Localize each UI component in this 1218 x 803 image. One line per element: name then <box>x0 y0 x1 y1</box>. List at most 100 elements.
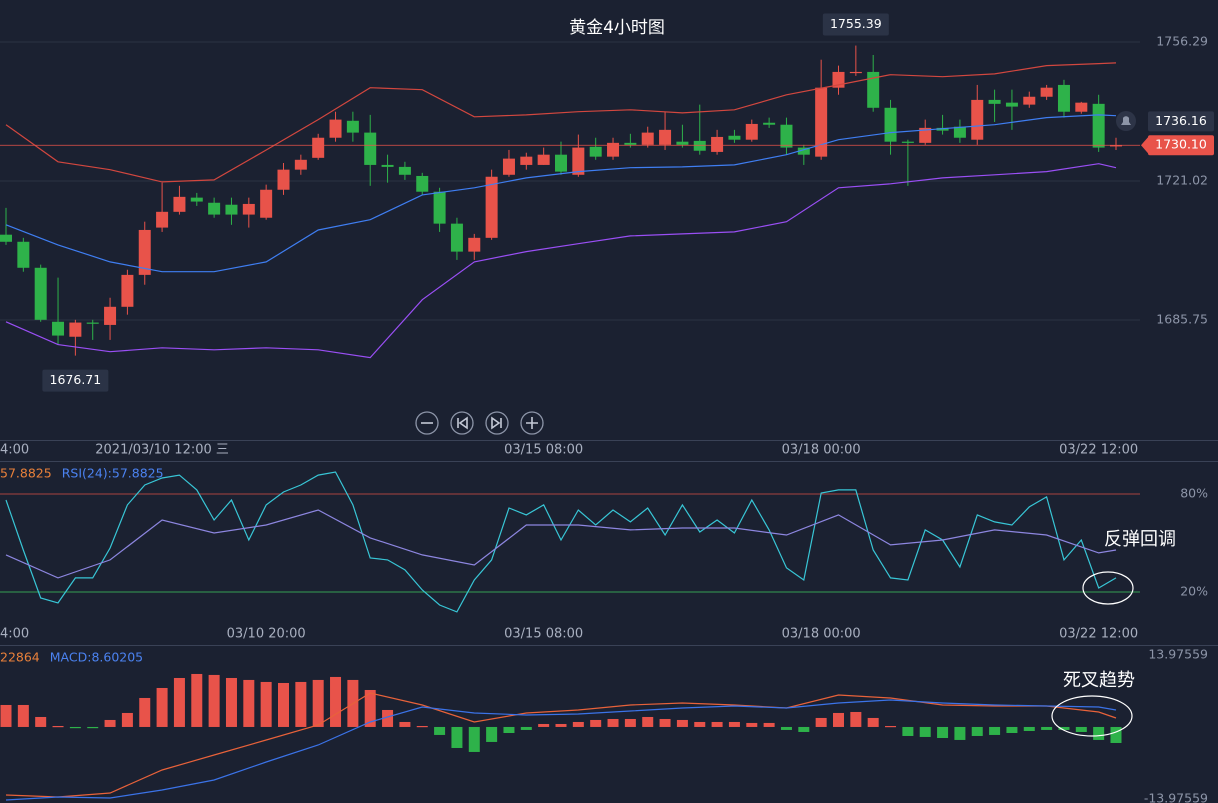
candle-body <box>780 124 793 148</box>
candle-body <box>364 132 377 165</box>
series-line <box>5 692 1117 798</box>
candle-body <box>520 156 533 165</box>
candle-body <box>1023 96 1036 105</box>
candle-body <box>953 126 966 138</box>
candle-body <box>971 99 984 140</box>
candle-body <box>156 211 169 228</box>
candle-body <box>607 142 620 157</box>
histogram-bar <box>121 712 133 727</box>
candle-body <box>1005 102 1018 107</box>
candle-body <box>641 132 654 145</box>
price-tag <box>1148 111 1214 132</box>
histogram-bar <box>173 677 185 727</box>
x-tick-label: 03/18 00:00 <box>782 443 861 458</box>
histogram-bar <box>815 717 827 727</box>
candle-body <box>242 203 255 215</box>
y-tick-label: 1685.75 <box>1156 312 1208 327</box>
candle-body <box>398 166 411 175</box>
series-line <box>5 114 1117 273</box>
y-tick-label: 20% <box>1180 583 1208 598</box>
histogram-bar <box>1058 726 1070 730</box>
annotation: 死叉趋势 <box>1063 670 1135 691</box>
histogram-bar <box>590 719 602 727</box>
legend-entry: MACD:8.60205 <box>50 650 143 665</box>
candle-body <box>121 274 134 307</box>
candle-body <box>485 176 498 238</box>
histogram-bar <box>260 681 272 727</box>
candle-body <box>329 119 342 138</box>
histogram-bar <box>1041 726 1053 730</box>
candle-body <box>173 196 186 212</box>
x-tick-label: 03/22 12:00 <box>1059 443 1138 458</box>
candle-body <box>555 154 567 172</box>
histogram-bar <box>382 709 394 727</box>
histogram-bar <box>104 719 116 727</box>
histogram-bar <box>208 674 220 727</box>
zoom-out-button[interactable] <box>415 411 439 435</box>
histogram-bar <box>1075 726 1087 732</box>
candle-body <box>1110 145 1122 147</box>
price-tag-label: 1736.16 <box>1155 113 1207 128</box>
zoom-in-button[interactable] <box>520 411 544 435</box>
step-back-button[interactable] <box>450 411 474 435</box>
legend-entry: 57.8825 <box>0 466 52 481</box>
histogram-bar <box>867 717 879 727</box>
histogram-bar <box>971 726 983 736</box>
histogram-bar <box>711 721 723 727</box>
histogram-bar <box>451 726 463 748</box>
candle-body <box>867 71 880 108</box>
histogram-bar <box>763 722 775 727</box>
y-tick-label: 13.97559 <box>1148 646 1208 661</box>
candle-body <box>728 135 741 140</box>
candle-body <box>537 154 550 165</box>
histogram-bar <box>416 725 428 728</box>
candle-body <box>433 191 446 224</box>
price-tag <box>1148 135 1214 156</box>
histogram-bar <box>850 711 862 727</box>
histogram-bar <box>676 719 688 727</box>
histogram-bar <box>555 723 567 727</box>
step-forward-button[interactable] <box>485 411 509 435</box>
y-tick-label: 1756.29 <box>1156 34 1208 49</box>
histogram-bar <box>1006 726 1018 733</box>
histogram-bar <box>624 718 636 727</box>
histogram-bar <box>156 687 168 727</box>
series-line <box>5 699 1117 801</box>
candle-body <box>208 202 221 215</box>
candle-body <box>312 137 325 158</box>
candle-body <box>294 159 307 170</box>
histogram-bar <box>919 726 931 737</box>
histogram-bar <box>989 726 1001 735</box>
histogram-bar <box>798 726 810 732</box>
candle-body <box>34 267 47 320</box>
x-tick-label: 4:00 <box>0 627 29 642</box>
low-label-box <box>42 369 109 392</box>
histogram-bar <box>0 704 12 727</box>
candle-body <box>693 140 706 151</box>
candle-body <box>416 175 429 192</box>
candle-body <box>624 142 637 145</box>
candle-body <box>815 87 828 157</box>
histogram-bar <box>486 726 498 742</box>
candle-body <box>901 141 914 143</box>
histogram-bar <box>694 721 706 727</box>
annotation-circle <box>1051 695 1133 737</box>
histogram-bar <box>1093 726 1105 740</box>
y-tick-label: 80% <box>1180 485 1208 500</box>
candle-body <box>919 127 932 143</box>
x-tick-label: 03/10 20:00 <box>227 627 306 642</box>
histogram-bar <box>69 726 81 729</box>
candle-body <box>52 321 65 336</box>
candle-body <box>17 241 30 268</box>
histogram-bar <box>746 722 758 727</box>
candle-body <box>381 164 394 167</box>
y-tick-label: -13.97559 <box>1144 790 1208 803</box>
candle-body <box>763 122 776 125</box>
candle-body <box>745 123 758 140</box>
alert-bell[interactable] <box>1116 111 1136 131</box>
histogram-bar <box>243 679 255 727</box>
histogram-bar <box>330 676 342 727</box>
candle-body <box>1092 103 1105 148</box>
